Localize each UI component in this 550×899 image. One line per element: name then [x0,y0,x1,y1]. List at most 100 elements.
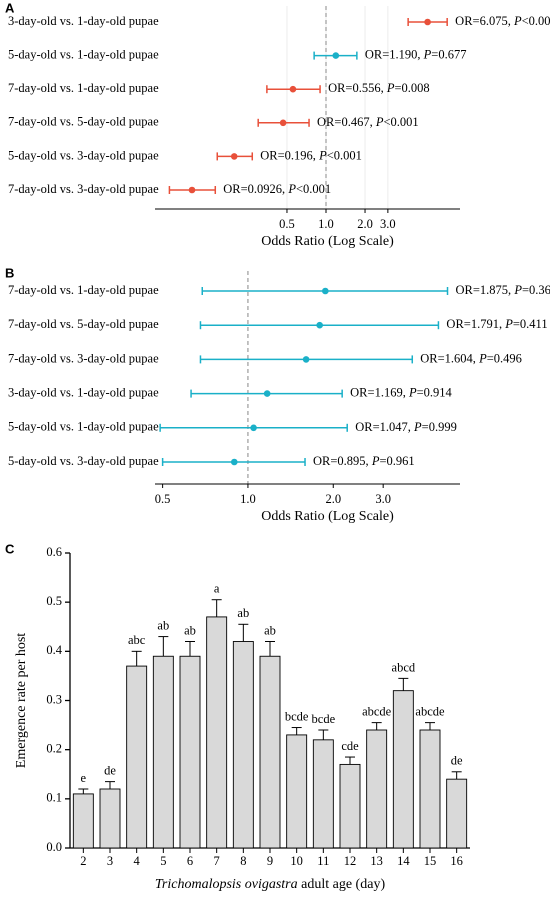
value-label: OR=0.0926, P<0.001 [223,182,331,196]
row-label: 5-day-old vs. 3-day-old pupae [8,454,159,468]
x-tick-label: 14 [397,854,410,868]
x-tick-label: 4 [134,854,141,868]
x-tick-label: 13 [370,854,383,868]
row-label: 5-day-old vs. 1-day-old pupae [8,420,159,434]
point [250,424,257,432]
significance-letter: bcde [285,709,309,723]
panel-label: B [5,265,14,280]
value-label: OR=1.875, P=0.363 [456,283,550,297]
significance-letter: ab [157,618,169,632]
y-tick-label: 0.1 [46,791,62,805]
x-tick-label: 3.0 [380,217,396,231]
bar [312,739,334,849]
bar [152,655,174,849]
significance-letter: abcde [362,705,392,719]
x-tick-label: 9 [267,854,273,868]
significance-letter: e [81,771,87,785]
row-label: 5-day-old vs. 3-day-old pupae [8,148,159,162]
point [424,18,431,26]
significance-letter: de [451,754,463,768]
x-tick-label: 5 [160,854,166,868]
significance-letter: cde [341,739,359,753]
value-label: OR=0.556, P=0.008 [328,81,430,95]
significance-letter: abcd [392,660,416,674]
x-tick-label: 1.0 [240,492,256,506]
bar [366,729,388,849]
value-label: OR=1.791, P=0.411 [446,317,547,331]
x-axis-title: Odds Ratio (Log Scale) [261,234,394,249]
point [230,153,238,160]
x-tick-label: 16 [450,854,463,868]
point [316,321,323,329]
bar [126,665,148,849]
significance-letter: de [104,764,116,778]
row-label: 3-day-old vs. 1-day-old pupae [8,14,159,28]
bar [446,778,468,849]
y-tick-label: 0.6 [46,545,62,559]
point [332,52,340,59]
x-tick-label: 3.0 [375,492,391,506]
bar [72,793,94,849]
x-tick-label: 1.0 [318,217,334,231]
y-tick-label: 0.2 [46,742,62,756]
significance-letter: bcde [312,712,336,726]
row-label: 5-day-old vs. 1-day-old pupae [8,47,159,61]
y-tick-label: 0.5 [46,594,62,608]
row-label: 7-day-old vs. 1-day-old pupae [8,81,159,95]
y-tick-label: 0.4 [46,643,62,657]
x-tick-label: 2.0 [357,217,373,231]
bar [392,690,414,849]
significance-letter: ab [237,606,249,620]
bar [286,734,308,849]
point [322,287,329,295]
x-tick-label: 8 [240,854,246,868]
x-tick-label: 11 [317,854,329,868]
x-axis-title: Odds Ratio (Log Scale) [261,509,394,524]
x-tick-label: 3 [107,854,113,868]
bar [232,641,254,849]
row-label: 7-day-old vs. 1-day-old pupae [8,283,159,297]
row-label: 7-day-old vs. 5-day-old pupae [8,115,159,129]
x-tick-label: 2.0 [325,492,341,506]
point [230,458,238,466]
row-label: 7-day-old vs. 5-day-old pupae [8,317,159,331]
panel-label: A [5,0,15,15]
value-label: OR=0.895, P=0.961 [313,454,415,468]
significance-letter: ab [264,623,276,637]
x-tick-label: 15 [424,854,437,868]
value-label: OR=1.047, P=0.999 [355,420,457,434]
point [279,119,287,127]
x-tick-label: 2 [80,854,86,868]
bar [339,763,361,849]
significance-letter: abc [128,633,146,647]
point [188,186,196,194]
x-tick-label: 6 [187,854,193,868]
row-label: 7-day-old vs. 3-day-old pupae [8,182,159,196]
row-label: 3-day-old vs. 1-day-old pupae [8,385,159,399]
x-tick-label: 0.5 [279,217,295,231]
significance-letter: a [214,582,220,596]
point [302,356,310,363]
point [289,85,297,93]
significance-letter: ab [184,623,196,637]
y-tick-label: 0.3 [46,692,62,706]
value-label: OR=6.075, P<0.001 [455,14,550,28]
x-axis-title: Trichomalopsis ovigastra adult age (day) [155,877,386,892]
value-label: OR=0.196, P<0.001 [260,148,362,162]
bar [206,616,228,849]
x-tick-label: 0.5 [155,492,171,506]
y-tick-label: 0.0 [46,840,62,854]
bar [99,788,121,849]
value-label: OR=1.604, P=0.496 [420,351,522,365]
x-tick-label: 7 [214,854,220,868]
y-axis-title: Emergence rate per host [14,633,29,769]
panel-label: C [5,541,15,556]
significance-letter: abcde [415,705,445,719]
value-label: OR=1.169, P=0.914 [350,385,452,399]
value-label: OR=1.190, P=0.677 [365,47,467,61]
value-label: OR=0.467, P<0.001 [317,115,419,129]
point [263,390,271,397]
row-label: 7-day-old vs. 3-day-old pupae [8,351,159,365]
bar [179,655,201,849]
